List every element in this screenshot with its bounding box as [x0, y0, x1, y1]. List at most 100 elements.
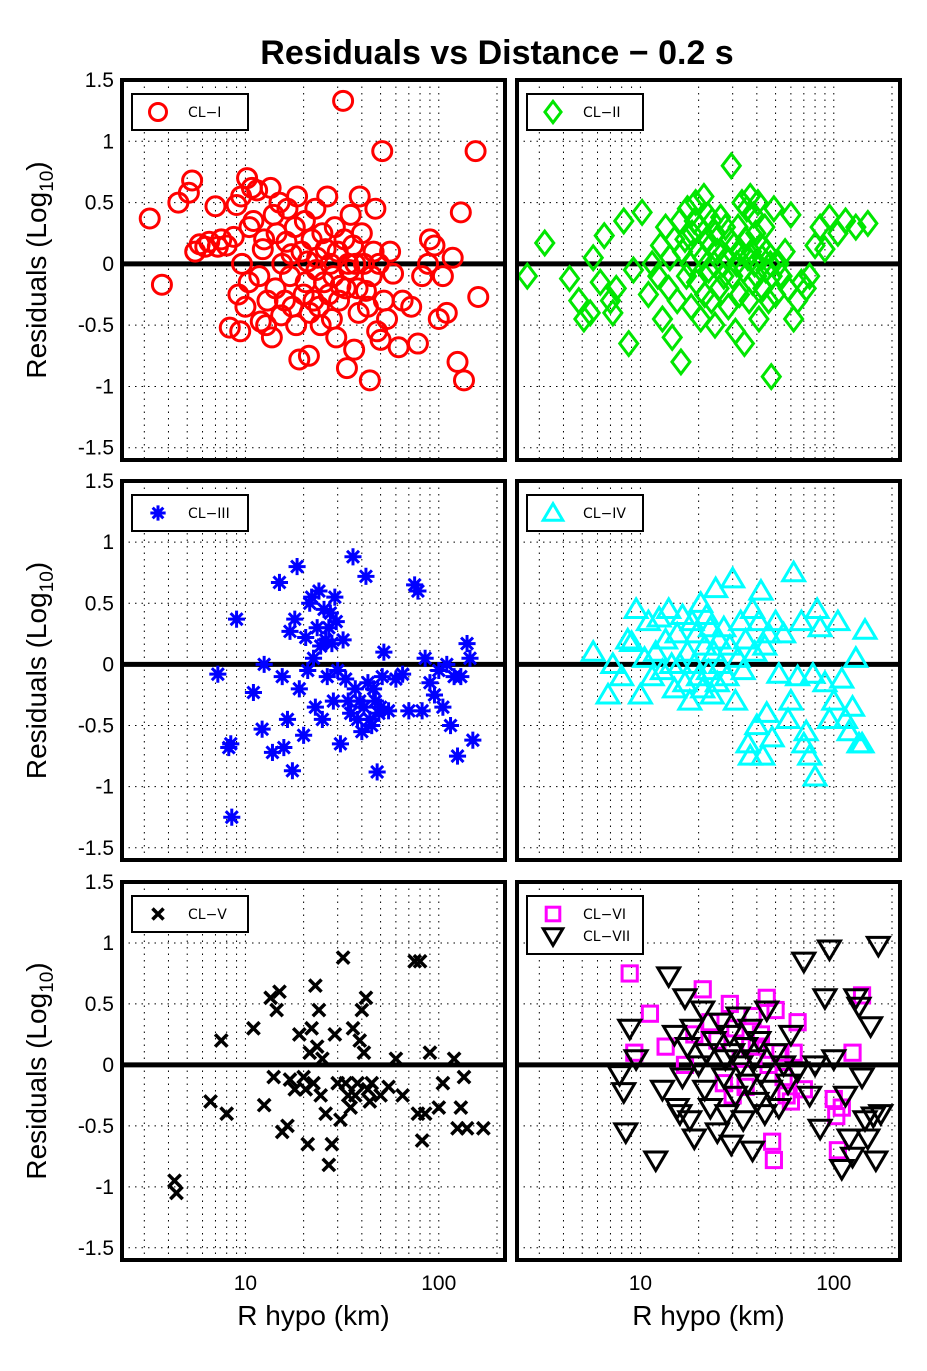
data-point	[668, 602, 697, 626]
data-point	[835, 1128, 863, 1152]
data-point	[327, 613, 345, 631]
data-point	[272, 984, 287, 1000]
data-point	[358, 990, 374, 1006]
data-point	[703, 1122, 731, 1146]
data-point	[335, 950, 351, 966]
data-point	[388, 1051, 404, 1067]
series-CL−V	[167, 950, 491, 1201]
data-point	[738, 1140, 767, 1164]
data-point	[453, 1100, 469, 1115]
data-point	[777, 1024, 805, 1048]
data-point	[138, 207, 161, 230]
data-point	[721, 1085, 749, 1109]
y-tick-label: 1	[102, 932, 114, 955]
data-point	[248, 265, 271, 288]
data-point	[475, 1120, 491, 1136]
data-point	[273, 668, 291, 686]
data-point	[379, 240, 402, 263]
panel-2: CL−II	[515, 78, 902, 462]
data-point	[780, 559, 808, 583]
data-point	[213, 1033, 229, 1048]
axis-labels-layer: Residuals (Log10) Residuals (Log10) Residu…	[21, 161, 785, 1331]
panel-3: CL−III 1.5 1 0.5 0 -0.5 -1 -1.5	[78, 470, 507, 862]
data-point	[358, 369, 381, 392]
data-point	[338, 1075, 354, 1091]
data-point	[820, 687, 848, 711]
data-point	[631, 198, 653, 227]
data-point	[648, 657, 677, 681]
data-point	[784, 663, 812, 687]
data-point	[365, 680, 383, 698]
data-point	[579, 298, 602, 328]
y-tick-label: -1.5	[78, 837, 114, 860]
series-CL−VII	[606, 935, 895, 1182]
y-tick-label: 1.5	[85, 871, 114, 894]
data-point	[758, 724, 786, 748]
y-tick-label: 0.5	[85, 993, 114, 1016]
data-point	[717, 292, 740, 322]
data-point	[788, 1013, 807, 1032]
data-point	[314, 238, 337, 261]
data-point	[685, 1055, 713, 1079]
legend-box	[131, 93, 249, 131]
data-point	[350, 1075, 365, 1091]
data-point	[670, 347, 692, 377]
data-point	[747, 577, 775, 601]
data-point	[304, 1020, 320, 1036]
data-point	[720, 151, 743, 181]
data-point	[757, 286, 780, 315]
data-point	[601, 298, 624, 328]
data-point	[406, 332, 429, 355]
data-point	[594, 681, 622, 705]
y-tick-label: 1	[102, 531, 114, 554]
data-point	[269, 1002, 285, 1018]
data-point	[738, 595, 767, 619]
data-point	[266, 1069, 282, 1085]
data-point	[317, 631, 335, 649]
data-point	[456, 1069, 472, 1085]
data-point	[743, 1091, 771, 1115]
data-point	[765, 660, 793, 684]
data-point	[325, 326, 348, 349]
data-point	[727, 608, 755, 632]
data-point	[422, 1045, 438, 1061]
data-point	[792, 718, 820, 742]
data-point	[755, 237, 778, 266]
data-point	[344, 252, 367, 275]
data-point	[828, 1141, 847, 1160]
data-point	[732, 1037, 760, 1061]
data-point	[642, 1150, 670, 1174]
data-point	[458, 635, 476, 653]
data-point	[864, 935, 892, 959]
data-point	[394, 665, 412, 683]
data-point	[814, 234, 836, 264]
data-point	[354, 279, 377, 302]
data-point	[674, 225, 696, 254]
data-point	[324, 692, 342, 710]
data-point	[299, 661, 317, 680]
data-point	[362, 1094, 378, 1109]
data-point	[334, 631, 352, 649]
data-point	[771, 261, 793, 291]
legend-label: CL−V	[188, 907, 227, 923]
data-point	[666, 286, 689, 315]
data-point	[774, 1073, 802, 1097]
y-tick-label: -1	[95, 1176, 114, 1199]
data-point	[395, 1087, 411, 1103]
data-point	[256, 1097, 272, 1113]
data-point	[640, 1004, 660, 1023]
data-point	[732, 626, 760, 650]
legend-box	[131, 895, 249, 933]
data-point	[285, 314, 308, 337]
panel-6: CL−VI CL−VII 10 100	[515, 880, 902, 1295]
data-point	[333, 1112, 348, 1128]
data-point	[347, 1087, 363, 1103]
data-point	[540, 927, 566, 949]
data-point	[638, 663, 666, 687]
y-tick-label: 0	[102, 653, 114, 676]
data-point	[784, 1061, 812, 1085]
data-point	[327, 1027, 343, 1042]
data-point	[411, 265, 434, 288]
data-point	[729, 657, 757, 681]
